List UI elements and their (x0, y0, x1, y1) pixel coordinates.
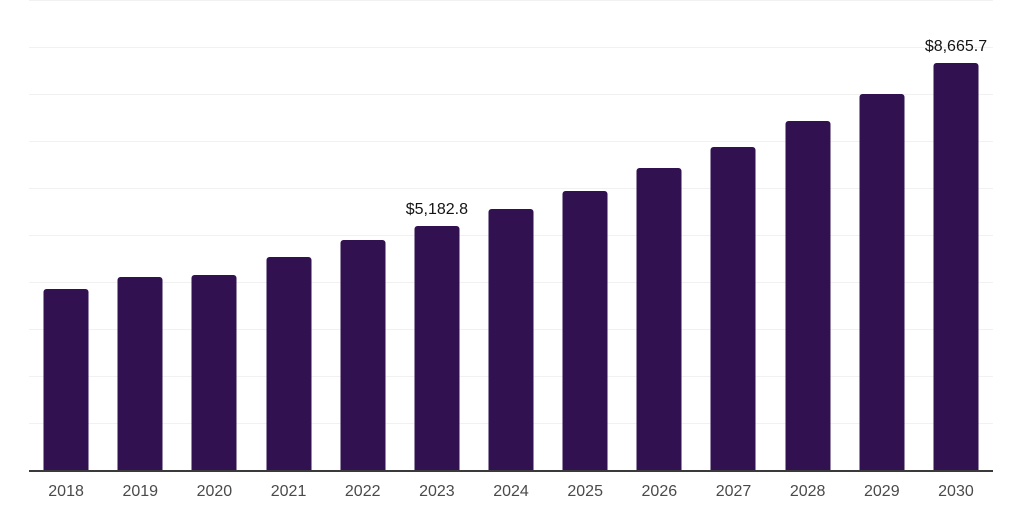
bar-column-2018 (29, 0, 103, 470)
x-tick-label-2024: 2024 (493, 483, 529, 500)
bar-column-2026 (622, 0, 696, 470)
x-tick-label-2022: 2022 (344, 483, 381, 500)
bar-2022 (340, 240, 386, 470)
x-tick-label-2028: 2028 (789, 483, 826, 500)
x-tick-label-2029: 2029 (864, 483, 900, 500)
bar-column-2024 (474, 0, 548, 470)
bar-column-2030: $8,665.7 (919, 0, 993, 470)
bar-column-2021 (251, 0, 325, 470)
bar-2026 (636, 168, 682, 470)
bar-column-2020 (177, 0, 251, 470)
bar-2020 (191, 275, 237, 470)
bar-column-2019 (103, 0, 177, 470)
bar-2027 (710, 147, 756, 470)
x-tick-label-2019: 2019 (122, 483, 159, 500)
x-tick-label-2026: 2026 (641, 483, 678, 500)
bar-2024 (488, 208, 534, 470)
bar-2029 (859, 93, 905, 470)
bar-column-2025 (548, 0, 622, 470)
x-axis: 2018 2019 2020 2021 2022 2023 2024 2025 2026 2027… (29, 483, 993, 501)
bar-2028 (785, 121, 831, 470)
x-tick-label-2020: 2020 (196, 483, 233, 500)
bar-2018 (43, 289, 89, 470)
x-tick-label-2021: 2021 (270, 483, 307, 500)
bar-column-2028 (771, 0, 845, 470)
bar-value-label-2030: $8,665.7 (924, 37, 988, 55)
bar-2019 (117, 277, 163, 470)
bar-2021 (266, 257, 312, 470)
bar-2025 (562, 190, 608, 470)
x-tick-label-2027: 2027 (715, 483, 752, 500)
x-tick-label-2023: 2023 (419, 483, 455, 500)
x-tick-label-2025: 2025 (567, 483, 603, 500)
x-tick-label-2018: 2018 (48, 483, 84, 500)
bar-column-2027 (696, 0, 770, 470)
plot-area: $5,182.8 $8,665.7 (29, 0, 993, 472)
x-tick-label-2030: 2030 (938, 483, 974, 500)
bar-column-2022 (326, 0, 400, 470)
bar-2023 (414, 226, 460, 470)
bar-column-2029 (845, 0, 919, 470)
bar-column-2023: $5,182.8 (400, 0, 474, 470)
bar-2030 (933, 62, 979, 470)
bar-value-label-2023: $5,182.8 (405, 201, 468, 219)
